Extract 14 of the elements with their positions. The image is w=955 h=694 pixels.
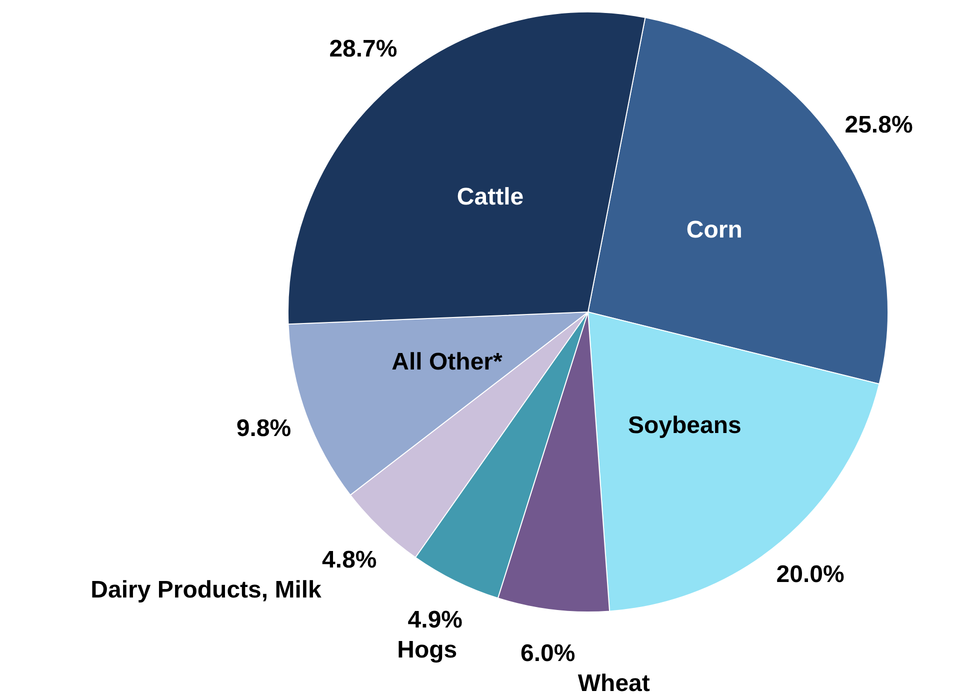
data-label: 25.8% bbox=[844, 112, 913, 139]
data-label: 28.7% bbox=[329, 36, 398, 63]
data-label: 6.0% bbox=[520, 640, 576, 667]
slice-label: Cattle bbox=[456, 184, 524, 211]
slice-label: Corn bbox=[686, 216, 742, 244]
data-label: 4.8% bbox=[322, 546, 377, 574]
slice-label: All Other* bbox=[392, 348, 504, 376]
data-label: 9.8% bbox=[236, 415, 292, 442]
data-label: 20.0% bbox=[776, 561, 844, 588]
slice-label: Soybeans bbox=[628, 412, 742, 440]
slice-label: Hogs bbox=[397, 636, 458, 664]
data-label: 4.9% bbox=[408, 606, 462, 634]
slice-label: Dairy Products, Milk bbox=[90, 576, 322, 604]
slice-label: Wheat bbox=[578, 670, 650, 694]
